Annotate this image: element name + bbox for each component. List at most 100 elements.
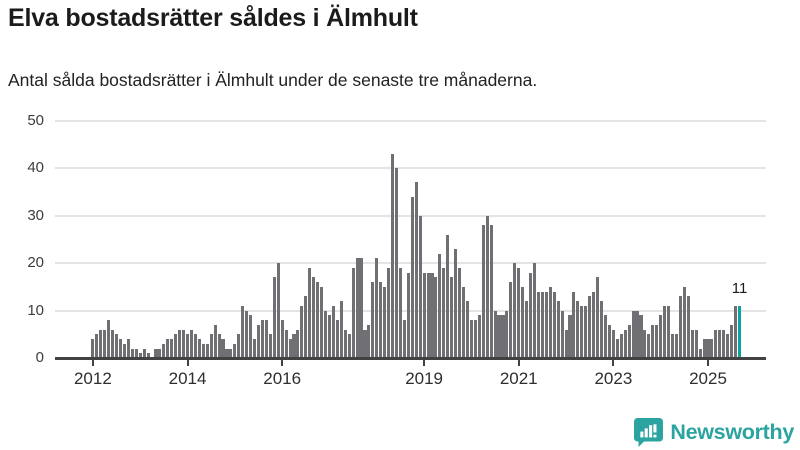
bar [308, 267, 312, 358]
bar [485, 215, 489, 358]
bar [532, 263, 537, 358]
bar [367, 324, 371, 358]
bar [260, 320, 264, 358]
x-tick-label: 2012 [73, 369, 112, 388]
bar [477, 315, 481, 358]
x-axis-line [55, 357, 766, 360]
bar [115, 334, 119, 358]
x-tick-mark [517, 360, 520, 366]
bar [178, 329, 182, 358]
bar [619, 334, 623, 358]
bar [517, 267, 521, 358]
bar [95, 334, 99, 358]
bar [734, 305, 738, 358]
bar [702, 339, 706, 358]
bar [201, 343, 205, 358]
bar [722, 329, 726, 358]
bar [430, 272, 434, 358]
bar [316, 282, 320, 358]
bar [107, 320, 111, 358]
page-subtitle: Antal sålda bostadsrätter i Älmhult unde… [8, 70, 538, 90]
bar [154, 348, 158, 358]
bar [682, 286, 686, 358]
bar [568, 315, 572, 358]
bar [418, 215, 422, 358]
bar [118, 339, 123, 358]
bar [596, 277, 600, 358]
bar [359, 258, 363, 358]
bar [170, 339, 174, 358]
bar [588, 296, 592, 358]
bar [426, 272, 430, 358]
bar [197, 339, 201, 358]
bar [414, 182, 418, 358]
bar [162, 343, 166, 358]
bar [714, 329, 718, 358]
bar [268, 334, 272, 358]
bar [122, 343, 126, 358]
gridline [55, 119, 766, 122]
bar [300, 305, 304, 358]
x-tick-label: 2014 [168, 369, 207, 388]
bar [229, 348, 233, 358]
bar [213, 324, 217, 358]
bar [438, 253, 442, 358]
bar [706, 339, 710, 358]
bar [182, 329, 186, 358]
bar [288, 339, 292, 358]
bar [422, 272, 426, 358]
bar [292, 334, 296, 358]
bar [607, 324, 611, 358]
bar [529, 272, 533, 358]
bar [548, 286, 552, 358]
bar [410, 196, 414, 358]
bar [580, 305, 584, 358]
bar [651, 324, 655, 358]
bar [473, 320, 477, 358]
newsworthy-wordmark: Newsworthy [670, 419, 794, 444]
bar [678, 296, 682, 358]
bar [521, 286, 525, 358]
bar [375, 258, 379, 358]
bar [253, 339, 257, 358]
gridline [55, 262, 766, 264]
bar [615, 339, 619, 358]
bar [513, 263, 517, 358]
bar [718, 329, 722, 358]
bar [205, 343, 209, 358]
bar [217, 334, 221, 358]
bar [189, 329, 194, 358]
bar [469, 320, 473, 358]
bar [304, 296, 308, 358]
y-tick-label: 40 [27, 159, 44, 176]
x-tick-mark [281, 360, 284, 366]
bar [560, 310, 564, 358]
bar [327, 315, 332, 358]
bar [209, 334, 213, 358]
y-tick-label: 30 [27, 206, 44, 224]
bar [335, 320, 339, 358]
bar [674, 334, 678, 358]
bar [103, 329, 107, 358]
bar [647, 334, 651, 358]
y-tick-label: 10 [27, 301, 44, 319]
bar [667, 305, 671, 358]
bar [540, 291, 544, 358]
bar [193, 334, 197, 358]
bar [339, 301, 343, 358]
bar [572, 291, 576, 358]
bar [635, 310, 639, 358]
bar [497, 315, 501, 358]
bar [710, 339, 714, 358]
bar [256, 324, 261, 358]
bar [130, 348, 134, 358]
bar [659, 315, 663, 358]
bar [272, 277, 276, 358]
x-tick-label: 2021 [499, 369, 538, 388]
y-tick-label: 0 [35, 349, 44, 366]
bar [241, 305, 245, 358]
bar [166, 339, 170, 358]
y-tick-label: 20 [27, 254, 44, 271]
bar [351, 267, 355, 358]
bar [323, 310, 328, 358]
